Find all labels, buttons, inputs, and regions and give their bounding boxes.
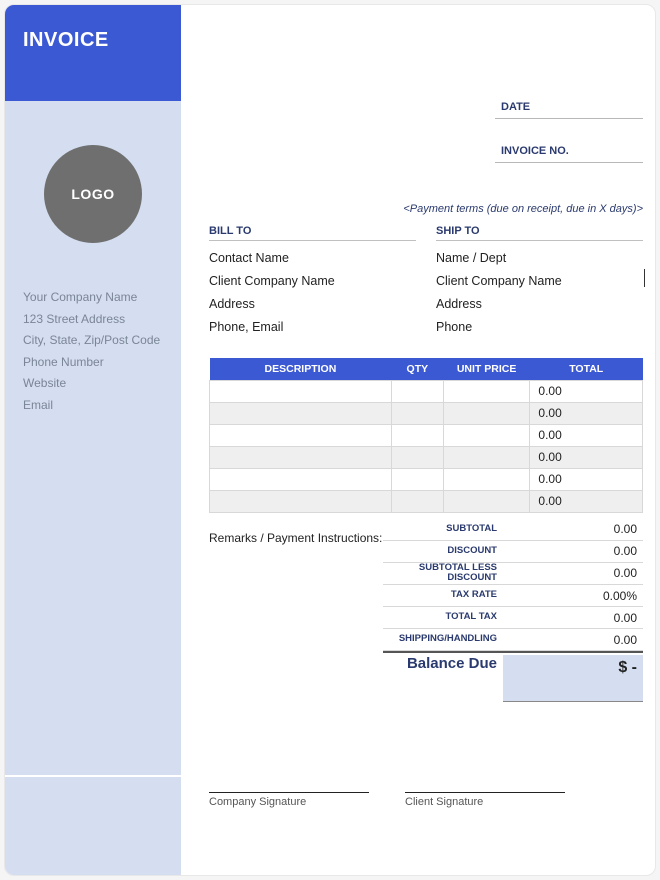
- cell-desc[interactable]: [210, 490, 392, 512]
- table-row: 0.00: [210, 468, 643, 490]
- ship-to-company[interactable]: Client Company Name: [436, 270, 643, 293]
- table-row: 0.00: [210, 402, 643, 424]
- address-row: BILL TO Contact Name Client Company Name…: [181, 225, 655, 340]
- text-cursor: [644, 269, 646, 287]
- top-meta: DATE INVOICE NO.: [181, 5, 655, 185]
- cell-desc[interactable]: [210, 446, 392, 468]
- cell-total: 0.00: [530, 490, 643, 512]
- cell-price[interactable]: [443, 402, 530, 424]
- remarks-label[interactable]: Remarks / Payment Instructions:: [209, 519, 383, 703]
- company-signature-label: Company Signature: [209, 792, 369, 808]
- cell-qty[interactable]: [391, 468, 443, 490]
- cell-total: 0.00: [530, 468, 643, 490]
- cell-qty[interactable]: [391, 490, 443, 512]
- col-unit-price: UNIT PRICE: [443, 358, 530, 381]
- cell-total: 0.00: [530, 446, 643, 468]
- cell-price[interactable]: [443, 490, 530, 512]
- col-description: DESCRIPTION: [210, 358, 392, 381]
- col-qty: QTY: [391, 358, 443, 381]
- invoice-no-field[interactable]: INVOICE NO.: [495, 141, 643, 163]
- subtotal-label: SUBTOTAL: [383, 524, 503, 535]
- ship-to-block: SHIP TO Name / Dept Client Company Name …: [436, 225, 643, 340]
- bill-to-heading: BILL TO: [209, 225, 416, 241]
- subtotal-less-label: SUBTOTAL LESS DISCOUNT: [383, 563, 503, 585]
- tax-rate-label: TAX RATE: [383, 590, 503, 601]
- cell-desc[interactable]: [210, 380, 392, 402]
- cell-total: 0.00: [530, 402, 643, 424]
- company-signature: Company Signature: [209, 792, 369, 808]
- company-street: 123 Street Address: [23, 309, 181, 331]
- bill-to-company[interactable]: Client Company Name: [209, 270, 416, 293]
- company-city: City, State, Zip/Post Code: [23, 330, 181, 352]
- cell-total: 0.00: [530, 380, 643, 402]
- subtotal-value: 0.00: [503, 522, 643, 536]
- signatures-row: Company Signature Client Signature: [209, 792, 643, 808]
- cell-price[interactable]: [443, 468, 530, 490]
- company-phone: Phone Number: [23, 352, 181, 374]
- balance-due-label: Balance Due: [383, 655, 503, 674]
- client-signature: Client Signature: [405, 792, 565, 808]
- bill-to-address[interactable]: Address: [209, 293, 416, 316]
- cell-price[interactable]: [443, 446, 530, 468]
- cell-total: 0.00: [530, 424, 643, 446]
- total-tax-label: TOTAL TAX: [383, 612, 503, 623]
- company-name: Your Company Name: [23, 287, 181, 309]
- ship-to-address[interactable]: Address: [436, 293, 643, 316]
- cell-qty[interactable]: [391, 424, 443, 446]
- invoice-header: INVOICE: [5, 5, 181, 101]
- balance-due-value: $ -: [503, 655, 643, 702]
- payment-terms: <Payment terms (due on receipt, due in X…: [181, 185, 655, 225]
- table-row: 0.00: [210, 424, 643, 446]
- tax-rate-value[interactable]: 0.00%: [503, 589, 643, 603]
- ship-to-heading: SHIP TO: [436, 225, 643, 241]
- bill-to-contact[interactable]: Contact Name: [209, 247, 416, 270]
- date-label: DATE: [501, 101, 530, 113]
- company-email: Email: [23, 395, 181, 417]
- totals-block: SUBTOTAL0.00 DISCOUNT0.00 SUBTOTAL LESS …: [383, 519, 643, 703]
- cell-qty[interactable]: [391, 380, 443, 402]
- shipping-value[interactable]: 0.00: [503, 633, 643, 647]
- bill-to-phone-email[interactable]: Phone, Email: [209, 316, 416, 339]
- logo-placeholder: LOGO: [44, 145, 142, 243]
- invoice-title: INVOICE: [23, 29, 109, 52]
- company-website: Website: [23, 373, 181, 395]
- ship-to-name[interactable]: Name / Dept: [436, 247, 643, 270]
- bill-to-block: BILL TO Contact Name Client Company Name…: [209, 225, 416, 340]
- client-signature-label: Client Signature: [405, 792, 565, 808]
- table-row: 0.00: [210, 490, 643, 512]
- logo-wrap: LOGO: [5, 101, 181, 273]
- cell-desc[interactable]: [210, 402, 392, 424]
- date-field[interactable]: DATE: [495, 97, 643, 119]
- cell-qty[interactable]: [391, 402, 443, 424]
- cell-desc[interactable]: [210, 468, 392, 490]
- cell-qty[interactable]: [391, 446, 443, 468]
- total-tax-value: 0.00: [503, 611, 643, 625]
- discount-label: DISCOUNT: [383, 546, 503, 557]
- col-total: TOTAL: [530, 358, 643, 381]
- line-items-table: DESCRIPTION QTY UNIT PRICE TOTAL 0.00 0.…: [209, 358, 643, 513]
- shipping-label: SHIPPING/HANDLING: [383, 634, 503, 645]
- cell-price[interactable]: [443, 380, 530, 402]
- table-row: 0.00: [210, 446, 643, 468]
- subtotal-less-value: 0.00: [503, 566, 643, 580]
- sidebar: INVOICE LOGO Your Company Name 123 Stree…: [5, 5, 181, 875]
- cell-price[interactable]: [443, 424, 530, 446]
- sidebar-bottom-gap: [5, 775, 181, 875]
- invoice-page: INVOICE LOGO Your Company Name 123 Stree…: [4, 4, 656, 876]
- invoice-no-label: INVOICE NO.: [501, 145, 569, 157]
- company-info: Your Company Name 123 Street Address Cit…: [5, 273, 181, 417]
- ship-to-phone[interactable]: Phone: [436, 316, 643, 339]
- main-content: DATE INVOICE NO. <Payment terms (due on …: [181, 5, 655, 875]
- below-table-row: Remarks / Payment Instructions: SUBTOTAL…: [209, 519, 643, 703]
- cell-desc[interactable]: [210, 424, 392, 446]
- discount-value[interactable]: 0.00: [503, 544, 643, 558]
- table-row: 0.00: [210, 380, 643, 402]
- items-tbody: 0.00 0.00 0.00 0.00 0.00 0.00: [210, 380, 643, 512]
